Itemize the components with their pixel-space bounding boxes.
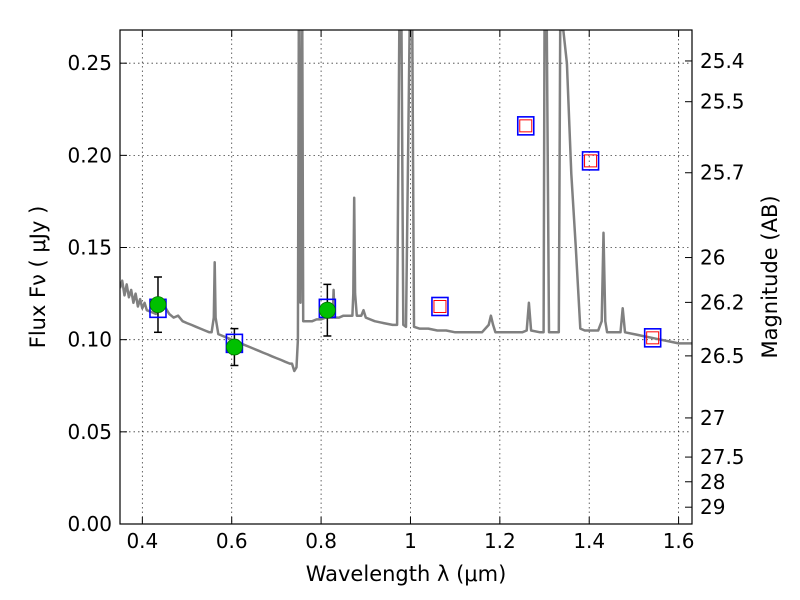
observed-flux-point <box>225 338 243 356</box>
x-tick-label: 0.4 <box>126 529 158 553</box>
x-axis: 0.4 0.6 0.8 1 1.2 1.4 1.6 <box>126 30 695 553</box>
y-tick-label: 0.25 <box>67 51 112 75</box>
magnitude-tick-label: 29 <box>700 495 725 519</box>
x-axis-label: Wavelength λ (μm) <box>306 562 507 586</box>
model-spectrum-line <box>120 30 692 373</box>
magnitude-tick-label: 25.4 <box>700 49 745 73</box>
x-tick-label: 1.4 <box>573 529 605 553</box>
upper-limit-square <box>519 119 533 133</box>
observed-flux-point <box>318 301 336 319</box>
model-photometry-square <box>643 328 662 348</box>
y-axis-label: Flux Fν ( μJy ) <box>26 206 50 349</box>
x-tick-label: 1 <box>404 529 417 553</box>
upper-limit-square <box>584 154 598 168</box>
magnitude-tick-label: 28 <box>700 470 725 494</box>
y-tick-label: 0.20 <box>67 143 112 167</box>
magnitude-axis-label: Magnitude (AB) <box>758 195 782 358</box>
x-tick-label: 1.6 <box>663 529 695 553</box>
y-axis: 0.00 0.05 0.10 0.15 0.20 0.25 <box>67 51 127 536</box>
y-tick-label: 0.00 <box>67 512 112 536</box>
upper-limit-square <box>433 299 447 313</box>
plot-area <box>120 30 692 373</box>
magnitude-tick-label: 26 <box>700 246 725 270</box>
magnitude-tick-label: 26.2 <box>700 290 745 314</box>
x-tick-label: 0.8 <box>305 529 337 553</box>
x-tick-label: 0.6 <box>216 529 248 553</box>
grid-lines <box>120 30 692 524</box>
y-tick-label: 0.05 <box>67 420 112 444</box>
x-tick-label: 1.2 <box>484 529 516 553</box>
magnitude-tick-label: 25.7 <box>700 161 745 185</box>
y-tick-label: 0.15 <box>67 236 112 260</box>
magnitude-tick-label: 25.5 <box>700 90 745 114</box>
model-photometry-square <box>516 116 535 136</box>
upper-limit-square <box>646 331 660 345</box>
model-photometry-square <box>581 151 600 171</box>
magnitude-tick-label: 27 <box>700 406 725 430</box>
model-photometry-square <box>431 296 449 317</box>
plot-frame <box>119 29 693 525</box>
observed-flux-point <box>149 296 167 314</box>
magnitude-tick-label: 26.5 <box>700 344 745 368</box>
y-tick-label: 0.10 <box>67 328 112 352</box>
magnitude-tick-label: 27.5 <box>700 445 745 469</box>
